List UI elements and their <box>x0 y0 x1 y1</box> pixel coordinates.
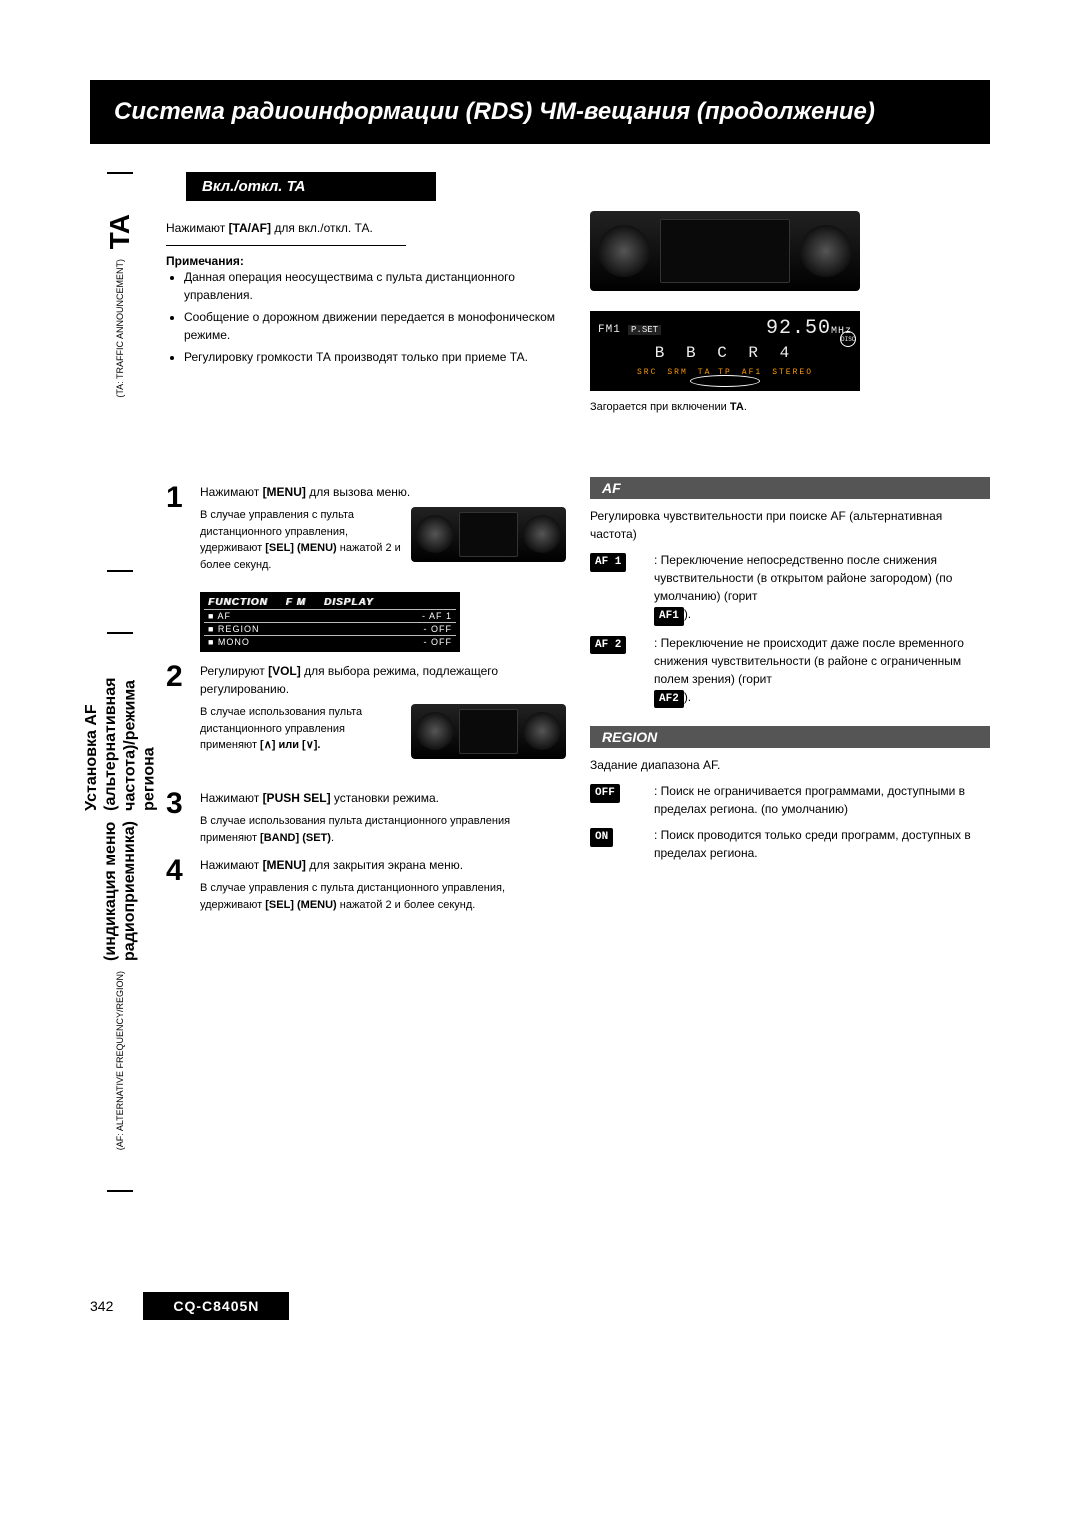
lcd-band: FM1 P.SET <box>598 322 661 336</box>
on-icon: ON <box>590 828 613 847</box>
ta-notes-list: Данная операция неосуществима с пульта д… <box>166 268 566 366</box>
rail-ta-block: TA (TA: TRAFFIC ANNOUNCEMENT) <box>107 172 133 572</box>
rail-ta-title: TA <box>104 214 136 249</box>
lcd-caption: Загорается при включении ТА. <box>590 401 990 413</box>
af2-row: AF 2 : Переключение не происходит даже п… <box>590 634 990 709</box>
page-number: 342 <box>90 1298 113 1314</box>
step-number: 3 <box>166 789 190 819</box>
af1-icon: AF 1 <box>590 553 626 572</box>
menu-display: FUNCTION F M DISPLAY ■ AF- AF 1 ■ REGION… <box>200 592 460 652</box>
rail-af-title1: Установка AF (альтернативная частота)/ре… <box>82 674 159 811</box>
rail-ta-sub: (TA: TRAFFIC ANNOUNCEMENT) <box>115 259 125 398</box>
rail-af-block: Установка AF (альтернативная частота)/ре… <box>107 632 133 1192</box>
step-3: 3 Нажимают [PUSH SEL] установки режима. … <box>166 789 566 846</box>
step-1: 1 Нажимают [MENU] для вызова меню. В слу… <box>166 483 566 582</box>
radio-display: FM1 P.SET 92.50MHz B B C R 4 SRC SRM TA … <box>590 311 860 391</box>
ta-section-head: Вкл./откл. TA <box>186 172 436 201</box>
af2-badge-icon: AF2 <box>654 690 684 709</box>
af-intro: Регулировка чувствительности при поиске … <box>590 507 990 543</box>
lcd-highlight-oval <box>690 375 760 387</box>
ta-left-col: Нажимают [TA/AF] для вкл./откл. ТА. Прим… <box>166 211 566 413</box>
region-on-row: ON : Поиск проводится только среди прогр… <box>590 826 990 862</box>
rail-af-title2: (индикация меню радиоприемника) <box>101 821 139 961</box>
ta-note-item: Данная операция неосуществима с пульта д… <box>184 268 566 304</box>
page-title: Система радиоинформации (RDS) ЧМ-вещания… <box>90 80 990 144</box>
af1-badge-icon: AF1 <box>654 607 684 626</box>
ta-note-item: Регулировку громкости ТА производят толь… <box>184 348 566 366</box>
step-number: 1 <box>166 483 190 513</box>
steps-col: 1 Нажимают [MENU] для вызова меню. В слу… <box>166 473 566 913</box>
rail-af-sub: (AF: ALTERNATIVE FREQUENCY/REGION) <box>115 971 125 1150</box>
model-badge: CQ-C8405N <box>143 1292 289 1320</box>
ta-note-item: Сообщение о дорожном движении передается… <box>184 308 566 344</box>
lcd-frequency: 92.50MHz <box>766 317 852 340</box>
radio-unit-photo-small <box>411 704 566 759</box>
lcd-disc-icon: DISC <box>840 331 856 347</box>
region-head: REGION <box>590 726 990 748</box>
af-head: AF <box>590 477 990 499</box>
side-rail: TA (TA: TRAFFIC ANNOUNCEMENT) Установка … <box>90 172 150 1252</box>
main-content: TA (TA: TRAFFIC ANNOUNCEMENT) Установка … <box>90 172 990 1252</box>
lcd-station: B B C R 4 <box>598 344 852 362</box>
af2-icon: AF 2 <box>590 636 626 655</box>
radio-unit-photo-small <box>411 507 566 562</box>
step-number: 2 <box>166 662 190 692</box>
af-region-col: AF Регулировка чувствительности при поис… <box>590 473 990 913</box>
step-number: 4 <box>166 856 190 886</box>
page-footer: 342 CQ-C8405N <box>90 1292 990 1320</box>
step-2: 2 Регулируют [VOL] для выбора режима, по… <box>166 662 566 779</box>
af1-row: AF 1 : Переключение непосредственно посл… <box>590 551 990 626</box>
ta-press-line: Нажимают [TA/AF] для вкл./откл. ТА. <box>166 219 566 237</box>
radio-unit-photo <box>590 211 860 291</box>
content-col: Вкл./откл. TA Нажимают [TA/AF] для вкл./… <box>166 172 990 1252</box>
ta-notes-head: Примечания: <box>166 254 566 268</box>
off-icon: OFF <box>590 784 620 803</box>
region-off-row: OFF : Поиск не ограничивается программам… <box>590 782 990 818</box>
region-intro: Задание диапазона AF. <box>590 756 990 774</box>
step-4: 4 Нажимают [MENU] для закрытия экрана ме… <box>166 856 566 913</box>
ta-right-col: FM1 P.SET 92.50MHz B B C R 4 SRC SRM TA … <box>590 211 990 413</box>
page: Система радиоинформации (RDS) ЧМ-вещания… <box>0 0 1080 1360</box>
